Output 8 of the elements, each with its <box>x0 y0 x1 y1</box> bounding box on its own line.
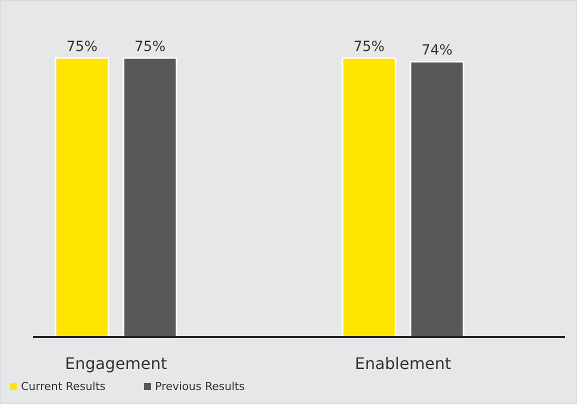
x-tick-label: Enablement <box>354 354 452 373</box>
legend-label: Previous Results <box>155 380 245 393</box>
data-label: 75% <box>134 39 166 55</box>
x-tick-label: Engagement <box>64 354 168 373</box>
data-label: 75% <box>66 39 98 55</box>
data-label: 74% <box>421 42 453 59</box>
data-label: 75% <box>353 39 385 55</box>
legend-label: Current Results <box>21 380 106 393</box>
